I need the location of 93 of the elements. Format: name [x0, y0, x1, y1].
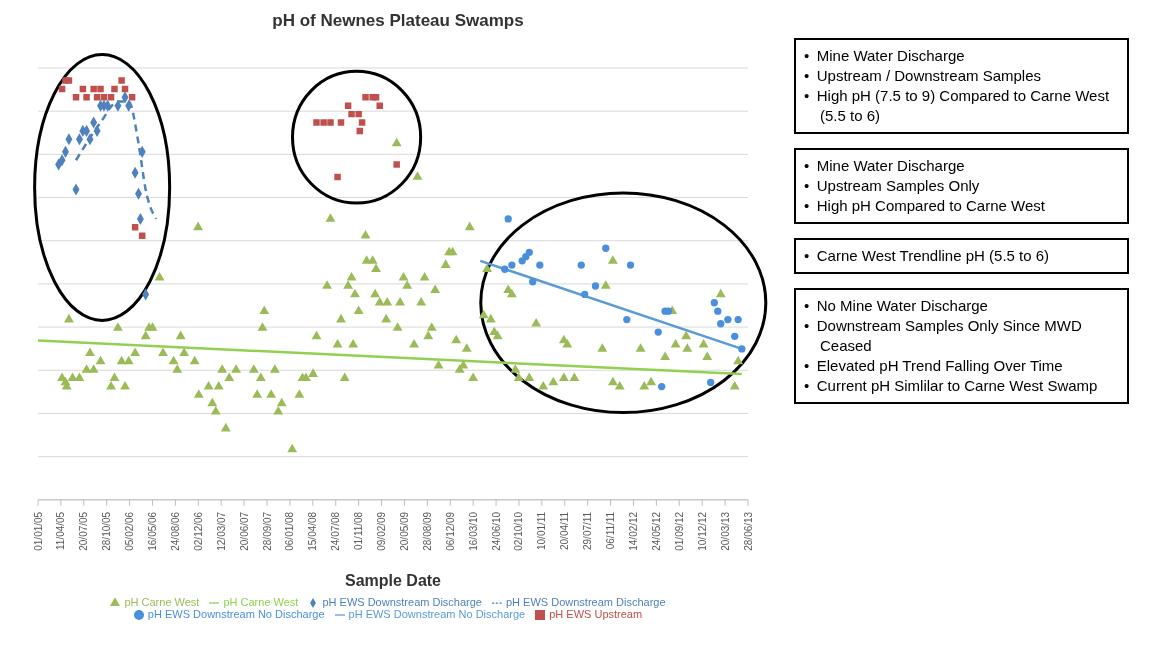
point: [623, 315, 631, 324]
x-tick-label: 20/06/07: [238, 511, 250, 551]
point: [376, 102, 383, 109]
point: [536, 261, 544, 269]
point: [372, 94, 380, 101]
x-tick-label: 05/02/06: [124, 511, 136, 551]
point: [734, 315, 742, 324]
x-tick-label: 29/07/11: [582, 511, 594, 550]
point: [128, 94, 136, 101]
point: [731, 332, 739, 340]
point: [738, 345, 746, 353]
point: [118, 77, 125, 84]
point: [83, 94, 90, 101]
x-tick-label: 20/04/11: [559, 511, 571, 550]
x-tick-label: 16/03/10: [467, 511, 479, 551]
point: [626, 261, 635, 269]
legend-label: pH Carne West: [223, 595, 299, 608]
x-tick-label: 20/05/09: [398, 511, 410, 551]
point: [313, 119, 320, 126]
point: [717, 320, 725, 328]
x-tick-label: 01/01/05: [32, 511, 44, 551]
point: [320, 119, 327, 126]
point: [97, 85, 104, 93]
point: [393, 161, 400, 168]
point: [334, 173, 341, 181]
legend-label: pH EWS Downstream Discharge: [506, 595, 666, 608]
x-tick-label: 16/05/06: [147, 511, 159, 551]
point: [358, 119, 366, 126]
legend-label: pH EWS Upstream: [549, 607, 643, 620]
point: [72, 94, 80, 101]
text: • Mine Water Discharge • Upstream / Downstream Samples • High pH (7.5 to 9) Compared to Carne West (5.5 to 6): [804, 46, 1111, 126]
x-tick-label: 24/06/10: [490, 511, 502, 551]
x-tick-label: 06/12/09: [444, 511, 456, 551]
x-tick-label: 24/08/06: [169, 511, 181, 551]
point: [602, 244, 610, 252]
point: [654, 328, 662, 336]
x-tick-label: 20/03/13: [719, 511, 731, 551]
point: [581, 290, 589, 299]
point: [138, 232, 146, 239]
x-tick-label: 28/10/05: [101, 511, 113, 551]
point: [100, 94, 108, 101]
x-tick-label: 28/09/07: [261, 511, 273, 551]
point: [504, 215, 512, 223]
point: [707, 378, 715, 387]
legend-label: pH Carne West: [124, 595, 200, 608]
x-tick-label: 20/07/05: [78, 511, 90, 551]
x-tick-label: 28/06/13: [742, 511, 754, 551]
point: [529, 278, 537, 286]
point: [131, 224, 139, 231]
x-tick-label: 10/01/11: [536, 511, 548, 550]
x-tick-label: 28/08/09: [421, 511, 433, 551]
point: [501, 265, 509, 273]
text: • Mine Water Discharge • Upstream Samples Only • High pH Compared to Carne West: [804, 156, 1046, 216]
x-tick-label: 09/02/09: [376, 511, 388, 551]
point: [658, 382, 666, 391]
point: [724, 315, 732, 324]
point: [710, 299, 718, 307]
x-tick-label: 24/05/12: [650, 511, 662, 551]
point: [93, 94, 101, 101]
x-tick-label: 01/11/08: [353, 511, 365, 550]
x-tick-label: 01/09/12: [673, 511, 685, 551]
x-tick-label: 12/03/07: [215, 511, 227, 551]
text: • No Mine Water Discharge • Downstream Samples Only Since MWD Ceased • Elevated pH Trend Falling Over Time • Current pH Simlilar to Carne West Swamp: [804, 296, 1099, 396]
point: [591, 282, 600, 290]
point: [107, 94, 115, 101]
legend-label: pH EWS Downstream Discharge: [322, 595, 482, 608]
x-tick-label: 15/04/08: [307, 511, 319, 551]
x-tick-label: 10/12/12: [696, 511, 708, 551]
x-tick-label: 02/12/06: [192, 511, 204, 551]
x-tick-label: 02/10/10: [513, 511, 525, 551]
x-tick-label: 06/01/08: [284, 511, 296, 551]
x-tick-label: 11/04/05: [55, 511, 67, 550]
point: [714, 307, 722, 315]
point: [508, 261, 516, 269]
x-tick-label: 06/11/11: [605, 511, 617, 550]
point: [111, 85, 118, 93]
point: [577, 261, 585, 269]
x-axis-title: Sample Date: [344, 571, 442, 589]
point: [327, 119, 334, 126]
point: [525, 248, 533, 257]
point: [65, 77, 73, 84]
legend-label: pH EWS Downstream No Discharge: [348, 607, 526, 620]
point: [337, 119, 345, 126]
point: [355, 110, 362, 118]
x-tick-label: 24/07/08: [330, 511, 342, 551]
text: • Carne West Trendline pH (5.5 to 6): [804, 246, 1051, 266]
point: [362, 94, 369, 101]
legend-label: pH EWS Downstream No Discharge: [147, 607, 325, 620]
chart-title: pH of Newnes Plateau Swamps: [271, 10, 525, 32]
point: [348, 110, 355, 118]
point: [90, 85, 97, 93]
point: [344, 102, 352, 109]
x-tick-label: 14/02/12: [627, 511, 639, 551]
